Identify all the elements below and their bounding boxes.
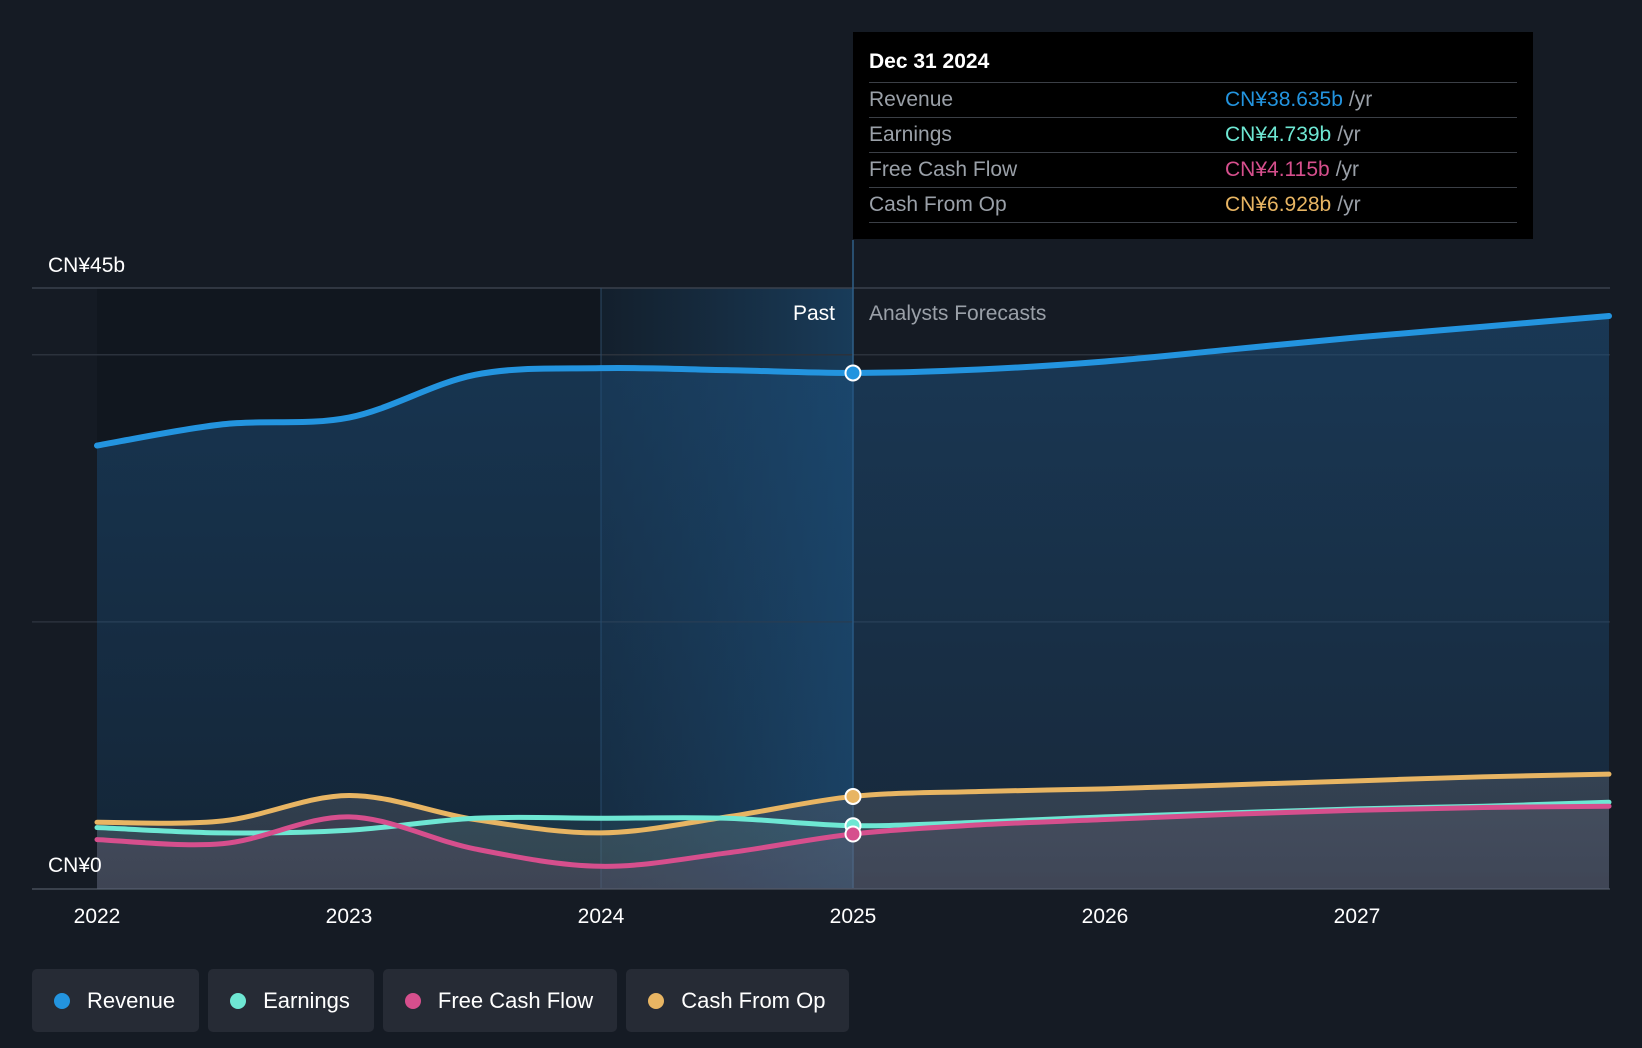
tooltip: Dec 31 2024 Revenue CN¥38.635b /yr Earni… <box>853 32 1533 239</box>
legend-label: Earnings <box>263 987 350 1013</box>
tooltip-unit: /yr <box>1337 123 1361 146</box>
legend: Revenue Earnings Free Cash Flow Cash Fro… <box>32 969 850 1032</box>
tooltip-row-revenue: Revenue CN¥38.635b /yr <box>869 83 1517 118</box>
free-cash-flow-area <box>97 806 1609 889</box>
tooltip-label: Free Cash Flow <box>869 158 1018 181</box>
legend-item-earnings[interactable]: Earnings <box>208 969 374 1032</box>
y-axis-bottom-label: CN¥0 <box>48 854 102 877</box>
x-tick-label: 2024 <box>578 905 625 928</box>
tooltip-date: Dec 31 2024 <box>869 46 1517 83</box>
x-tick-label: 2026 <box>1082 905 1129 928</box>
earnings-dot-icon <box>230 992 247 1009</box>
tooltip-label: Earnings <box>869 123 952 146</box>
revenue-dot-icon <box>54 992 70 1009</box>
tooltip-row-earnings: Earnings CN¥4.739b /yr <box>869 118 1517 153</box>
x-tick-label: 2023 <box>326 905 373 928</box>
tooltip-label: Revenue <box>869 88 954 111</box>
tooltip-row-cash-from-op: Cash From Op CN¥6.928b /yr <box>869 188 1517 223</box>
free-cash-flow-dot-icon <box>404 992 421 1009</box>
x-tick-label: 2025 <box>830 905 877 928</box>
legend-item-revenue[interactable]: Revenue <box>32 969 200 1032</box>
y-axis-top-label: CN¥45b <box>48 254 125 277</box>
tooltip-value: CN¥4.115b <box>1225 158 1330 181</box>
earnings-area <box>97 802 1609 889</box>
tooltip-row-free-cash-flow: Free Cash Flow CN¥4.115b /yr <box>869 153 1517 188</box>
tooltip-unit: /yr <box>1337 193 1361 216</box>
legend-label: Free Cash Flow <box>437 987 594 1013</box>
cash-from-op-marker <box>844 787 862 805</box>
forecast-label: Analysts Forecasts <box>869 302 1046 325</box>
tooltip-value: CN¥38.635b <box>1225 88 1343 111</box>
tooltip-unit: /yr <box>1335 158 1360 181</box>
tooltip-value: CN¥6.928b <box>1225 193 1332 216</box>
revenue-area <box>97 316 1609 890</box>
tooltip-unit: /yr <box>1348 88 1373 111</box>
x-tick-label: 2022 <box>74 905 121 928</box>
legend-item-free-cash-flow[interactable]: Free Cash Flow <box>382 969 618 1032</box>
free-cash-flow-marker <box>844 825 862 843</box>
past-label: Past <box>793 302 835 325</box>
revenue-marker <box>844 364 862 382</box>
legend-item-cash-from-op[interactable]: Cash From Op <box>626 969 850 1032</box>
cash-from-op-dot-icon <box>648 992 665 1009</box>
tooltip-value: CN¥4.739b <box>1225 123 1332 146</box>
legend-label: Revenue <box>87 987 176 1013</box>
legend-label: Cash From Op <box>681 987 826 1013</box>
tooltip-label: Cash From Op <box>869 193 1007 216</box>
x-tick-label: 2027 <box>1334 905 1381 928</box>
